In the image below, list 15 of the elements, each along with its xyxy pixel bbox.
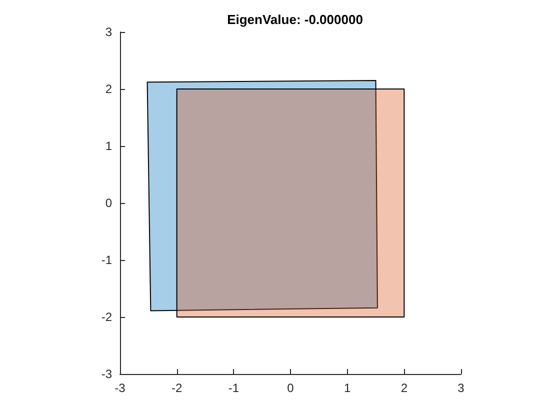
y-tick-label: 2 (105, 82, 112, 96)
y-tick-label: 1 (105, 139, 112, 153)
x-tick-label: 0 (287, 381, 294, 395)
x-tick-label: -1 (228, 381, 240, 395)
x-tick-label: -3 (114, 381, 126, 395)
y-tick-label: 0 (105, 196, 112, 210)
x-tick-label: -2 (171, 381, 182, 395)
x-tick-label: 2 (400, 381, 408, 395)
chart-title: EigenValue: -0.000000 (227, 12, 363, 27)
y-tick-label: -1 (101, 253, 112, 267)
y-tick-label: 3 (105, 25, 112, 39)
x-tick-label: 3 (458, 381, 465, 395)
x-tick-label: 1 (344, 381, 351, 395)
y-tick-label: -3 (101, 367, 112, 381)
y-tick-label: -2 (101, 310, 112, 324)
